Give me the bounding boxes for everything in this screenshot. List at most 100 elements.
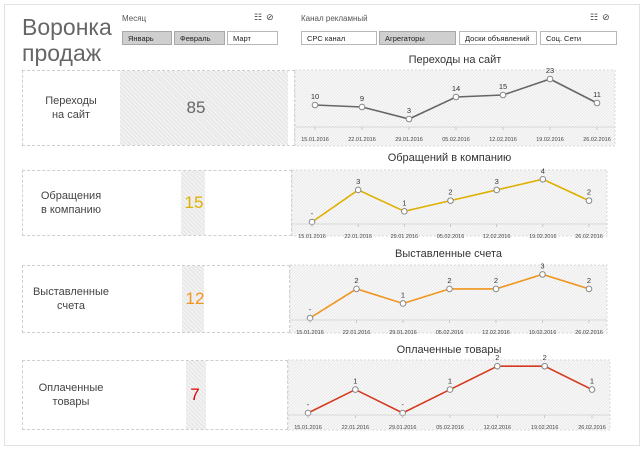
data-label: 2 [448,188,452,197]
channel-option-social[interactable]: Соц. Сети [540,31,617,45]
x-tick-label: 19.02.2016 [536,137,564,143]
channel-option-boards[interactable]: Доски объявлений [459,31,537,45]
data-label: 1 [353,377,357,386]
data-point [452,93,460,101]
clear-filter-icon[interactable]: ⊘ [266,12,278,22]
x-tick-label: 29.01.2016 [389,330,417,336]
data-point [353,285,360,293]
data-label: - [309,305,312,314]
data-label: 14 [452,84,460,93]
data-point [311,101,319,109]
x-tick-label: 26.02.2016 [578,425,606,431]
channel-filter-tools: ☷⊘ [590,12,614,23]
data-label: 11 [593,90,601,99]
x-tick-label: 15.01.2016 [298,234,326,240]
chart-title: Переходы на сайт [408,54,502,66]
data-point [447,197,454,204]
row-label: Оплаченные товары [38,382,104,408]
x-tick-label: 19.02.2016 [531,425,559,431]
channel-option-cpc[interactable]: CPC канал [301,31,377,45]
x-tick-label: 26.02.2016 [575,330,603,336]
data-label: 3 [495,177,499,186]
x-tick-label: 22.01.2016 [342,425,370,431]
kpi-bar [182,266,204,332]
data-label: 2 [494,276,498,285]
month-option-march[interactable]: Март [227,31,278,45]
series-line [307,365,593,414]
x-tick-label: 15.01.2016 [296,330,324,336]
plot-area [287,359,611,431]
series-line [314,78,598,120]
channel-option-aggregators[interactable]: Агрегаторы [379,31,456,45]
month-option-february[interactable]: Февраль [174,31,225,45]
x-tick-label: 29.01.2016 [391,234,419,240]
month-option-january[interactable]: Январь [122,31,172,45]
data-point [446,386,454,393]
data-label: 1 [448,377,452,386]
channel-filter-label: Канал рекламный [301,14,368,23]
data-label: 15 [499,82,507,91]
data-point [588,386,596,393]
data-label: 2 [587,276,591,285]
x-tick-label: 12.02.2016 [482,330,510,336]
x-tick-label: 29.01.2016 [389,425,417,431]
data-point [494,362,501,370]
chart-title: Оплаченные товары [396,344,502,356]
kpi-bar [181,171,205,235]
x-tick-label: 05.02.2016 [442,137,470,143]
data-point [539,271,546,278]
x-tick-label: 15.01.2016 [301,137,329,143]
data-label: - [307,400,310,409]
data-point [499,91,507,99]
x-tick-label: 19.02.2016 [529,234,557,240]
row-label: Обращения в компанию [40,190,102,216]
data-point [306,314,314,322]
kpi-value: 12 [185,289,205,308]
data-point [401,208,408,215]
selections-list-icon[interactable]: ☷ [590,12,603,22]
kpi-value: 15 [184,193,204,212]
x-tick-label: 19.02.2016 [529,330,557,336]
x-tick-label: 05.02.2016 [436,425,464,431]
plot-area [289,264,608,334]
clear-filter-icon[interactable]: ⊘ [602,12,614,22]
row-label: Переходы на сайт [45,95,97,121]
plot-area [291,169,608,237]
kpi-value: 85 [186,98,206,117]
month-filter-tools: ☷⊘ [254,12,278,23]
data-point [352,386,359,393]
app-title: Воронка продаж [22,14,112,66]
kpi-value: 7 [190,385,200,404]
x-tick-label: 29.01.2016 [395,137,423,143]
data-point [308,218,316,226]
data-label: 23 [546,66,554,75]
data-label: - [311,209,314,218]
x-tick-label: 12.02.2016 [484,425,512,431]
x-tick-label: 22.01.2016 [344,234,372,240]
data-label: 2 [354,276,358,285]
data-label: 3 [356,177,360,186]
data-point [492,285,500,293]
selections-list-icon[interactable]: ☷ [254,12,267,22]
data-point [585,285,593,293]
x-tick-label: 22.01.2016 [343,330,371,336]
data-label: 1 [590,377,594,386]
x-tick-label: 05.02.2016 [437,234,465,240]
data-point [446,285,453,293]
data-label: 1 [401,290,405,299]
x-tick-label: 12.02.2016 [483,234,511,240]
data-label: - [401,400,404,409]
data-point [541,362,548,370]
data-label: 1 [402,198,406,207]
x-tick-label: 26.02.2016 [583,137,611,143]
data-label: 2 [587,188,591,197]
kpi-bar [186,361,206,429]
data-label: 2 [447,276,451,285]
x-tick-label: 22.01.2016 [348,137,376,143]
data-point [399,300,407,307]
series-line [311,178,590,223]
chart-title: Обращений в компанию [387,152,512,164]
data-label: 10 [311,92,319,101]
data-point [593,99,601,107]
month-filter-label: Месяц [122,14,147,23]
